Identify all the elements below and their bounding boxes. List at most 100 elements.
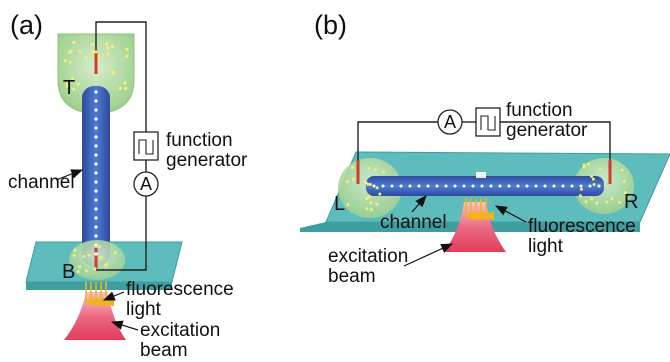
particle [605,200,609,204]
particle [453,184,457,188]
channel-b [366,176,604,196]
particle [390,184,394,188]
function-generator-label-a-1: function [166,130,233,151]
particle [408,184,412,188]
particle [591,177,595,181]
particle [72,40,76,45]
particle [94,243,98,247]
particle [94,153,98,157]
particle [118,86,122,90]
excitation-label-a-2: beam [140,340,188,361]
function-generator-label-a-2: generator [166,150,248,171]
particle [113,251,117,255]
particle [93,267,97,271]
particle [516,184,520,188]
particle [498,184,502,188]
particle [94,180,98,184]
particle [598,167,602,171]
particle [94,117,98,121]
fluorescence-pointer-b [494,205,527,223]
particle [364,181,368,185]
excitation-pointer-b [403,243,454,267]
particle [94,234,98,238]
slit-b [476,172,486,178]
particle [91,42,95,47]
particle [84,269,88,273]
particle [94,171,98,175]
particle [94,225,98,229]
channel-pointer-b [411,195,427,213]
reservoir-bottom-letter-a: B [62,261,75,283]
fluorescence-pointer-a [102,291,125,301]
particle [125,47,129,52]
particle [570,184,574,188]
particle [350,166,354,170]
particle [552,184,556,188]
particle [123,81,127,85]
particle [72,253,76,257]
particle [105,262,108,266]
function-generator-b [475,107,501,137]
particle [561,184,565,188]
excitation-beam-b [444,202,506,252]
particle [78,50,82,54]
particle [78,265,82,269]
particle [94,207,98,211]
particle [365,207,369,211]
excitation-label-a-1: excitation [140,320,220,341]
particle [106,52,110,56]
particle [534,184,538,188]
particle [579,184,583,188]
particle [76,270,80,274]
channel-label-b: channel [380,212,447,233]
particle [426,184,430,188]
function-generator-label-b-1: function [506,100,573,121]
particle [65,82,69,86]
fluorescence-label-a-2: light [126,299,162,320]
particle [94,162,98,166]
particle [375,186,379,190]
particle [105,42,109,46]
particle [94,99,98,103]
excitation-beam-a [64,292,126,340]
particle [65,84,69,88]
particle [373,168,377,172]
particle [63,59,67,63]
particle [622,180,626,183]
excitation-pointer-a [110,320,139,331]
panel-a-label: (a) [10,10,43,40]
fluorescence-label-b-2: light [528,236,564,257]
particle [111,70,115,74]
particle [471,184,475,188]
ammeter-b-label: A [444,112,456,132]
particle [381,184,385,188]
particle [94,216,98,220]
particle [382,170,385,174]
particle [345,180,349,184]
particle [525,184,529,188]
fluorescence-label-b-1: fluorescence [528,216,636,237]
excitation-label-b-1: excitation [328,246,408,267]
particle [346,203,350,207]
wire-b-3 [500,121,611,160]
ammeter-a-label: A [140,174,152,194]
particle [99,256,103,260]
particle [84,55,88,60]
particle [399,184,403,188]
particle [507,184,511,188]
ammeter-a [133,171,159,197]
particle [610,197,614,201]
particle [82,254,86,258]
particle [369,201,373,205]
particle [72,87,76,91]
reservoir-right-letter-b: R [624,191,638,213]
particle [590,197,593,201]
particle [73,248,77,252]
panel-b: (b) A function generator [300,10,670,287]
particle [97,54,101,59]
particle [543,184,547,188]
fluorescence-label-a-1: fluorescence [126,279,234,300]
particles-b [345,162,627,212]
particle [597,184,601,188]
